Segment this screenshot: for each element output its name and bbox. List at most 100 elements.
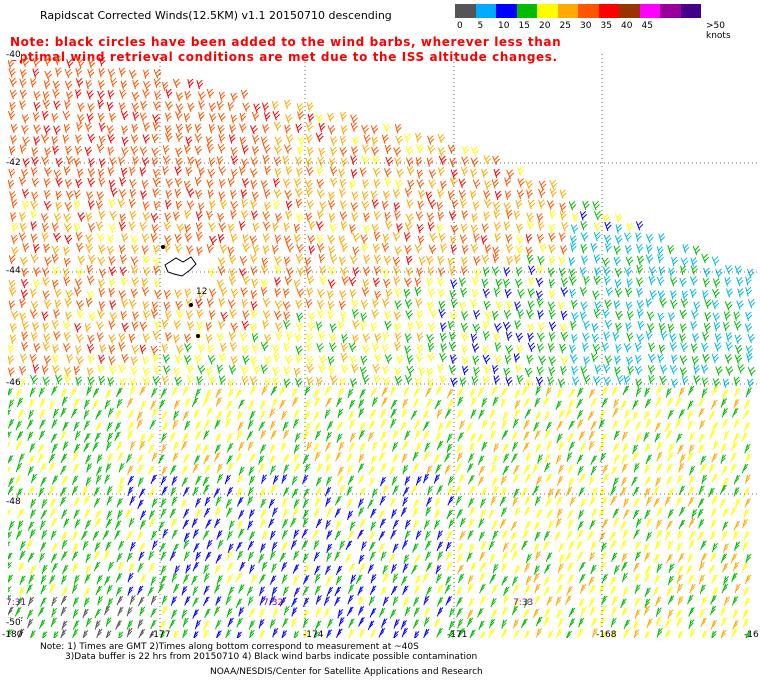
wind-barb	[653, 553, 661, 564]
wind-barb	[472, 355, 480, 366]
wind-barb	[130, 134, 139, 144]
wind-barb	[340, 157, 348, 168]
wind-barb	[489, 409, 496, 420]
wind-barb	[239, 255, 248, 266]
wind-barb	[657, 312, 665, 322]
wind-barb	[570, 224, 579, 234]
wind-barb	[62, 134, 70, 144]
wind-barb	[30, 221, 38, 231]
wind-barb	[604, 299, 612, 310]
wind-barb	[720, 629, 727, 638]
wind-barb	[340, 125, 348, 135]
wind-barb	[8, 466, 12, 473]
wind-barb	[676, 583, 683, 594]
wind-barb	[71, 531, 79, 542]
wind-barb	[459, 420, 466, 430]
wind-barb	[21, 124, 29, 135]
wind-barb	[138, 488, 146, 498]
wind-barb	[427, 144, 436, 155]
wind-barb	[555, 454, 562, 465]
wind-barb	[450, 311, 458, 322]
wind-barb	[679, 309, 688, 320]
wind-barb	[305, 266, 312, 276]
wind-barb	[225, 595, 232, 606]
wind-barb	[172, 419, 179, 430]
wind-barb	[160, 575, 167, 586]
wind-barb	[176, 223, 185, 234]
wind-barb	[526, 212, 534, 222]
wind-barb	[72, 609, 79, 619]
wind-barb	[725, 332, 733, 342]
wind-barb	[64, 374, 72, 385]
wind-barb	[41, 232, 49, 242]
wind-barb	[30, 499, 37, 509]
wind-barb	[336, 628, 343, 638]
wind-barb	[479, 572, 486, 583]
wind-barb	[547, 343, 555, 353]
wind-barb	[39, 409, 46, 419]
wind-barb	[106, 421, 113, 432]
wind-barb	[39, 619, 46, 630]
wind-barb	[711, 473, 718, 484]
wind-barb	[251, 343, 260, 354]
wind-barb	[240, 287, 248, 297]
wind-barb	[533, 608, 540, 619]
wind-barb	[129, 377, 137, 388]
wind-barb	[185, 166, 193, 177]
wind-barb	[590, 564, 597, 575]
wind-barb	[701, 596, 708, 607]
wind-barb	[284, 355, 293, 365]
wind-barb	[346, 486, 353, 496]
wind-barb	[373, 374, 381, 385]
wind-barb	[532, 485, 540, 496]
wind-barb	[263, 189, 271, 199]
wind-barb	[428, 179, 437, 189]
wind-barb	[457, 543, 464, 553]
wind-barb	[55, 190, 62, 201]
wind-barb	[104, 474, 111, 484]
wind-barb	[741, 562, 749, 573]
wind-barb	[77, 168, 84, 179]
wind-barb	[273, 156, 282, 167]
wind-barb	[400, 576, 408, 586]
wind-barb	[362, 278, 370, 289]
wind-barb	[262, 154, 270, 165]
wind-barb	[494, 323, 502, 333]
wind-barb	[247, 441, 254, 451]
wind-barb	[391, 476, 398, 486]
wind-barb	[27, 521, 35, 531]
wind-barb	[241, 145, 249, 155]
wind-barb	[702, 277, 710, 288]
wind-barb	[687, 410, 694, 420]
wind-barb	[118, 189, 127, 199]
wind-barb	[87, 133, 96, 144]
wind-barb	[108, 234, 115, 244]
wind-barb	[481, 541, 487, 551]
wind-barb	[325, 565, 332, 575]
wind-barb	[548, 366, 556, 377]
wind-barb	[95, 585, 103, 596]
wind-barb	[230, 233, 238, 244]
wind-barb	[41, 156, 50, 166]
wind-barb	[316, 234, 324, 244]
wind-barb	[635, 421, 642, 431]
wind-barb	[260, 286, 268, 297]
wind-barb	[488, 628, 495, 638]
wind-barb	[745, 631, 752, 638]
wind-barb	[392, 453, 399, 464]
wind-barb	[117, 485, 124, 495]
wind-barb	[687, 420, 694, 430]
wind-barb	[579, 311, 587, 321]
wind-barb	[477, 607, 484, 618]
wind-barb	[373, 179, 381, 189]
wind-barb	[382, 123, 391, 133]
wind-barb	[348, 584, 355, 594]
wind-barb	[425, 255, 434, 266]
wind-barb	[61, 586, 69, 597]
wind-barb	[108, 223, 117, 233]
wind-barb	[737, 364, 745, 374]
wind-barb	[667, 323, 675, 334]
wind-barb	[583, 374, 591, 385]
wind-barb	[578, 473, 586, 484]
wind-barb	[494, 233, 502, 243]
